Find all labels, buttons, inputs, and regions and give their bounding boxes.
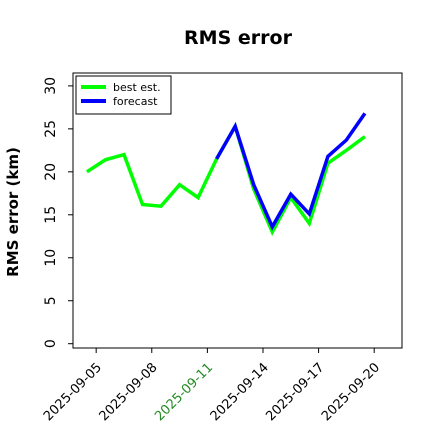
y-axis-ticks: 0 5 10 15 20 25 30 xyxy=(43,77,73,348)
plot-area-frame xyxy=(72,72,403,349)
legend-entry-label: forecast xyxy=(113,95,158,108)
series-line-forecast xyxy=(215,112,367,231)
x-tick-label: 2025-09-17 xyxy=(263,360,327,424)
x-tick-label: 2025-09-20 xyxy=(319,360,383,424)
chart-title: RMS error xyxy=(184,27,293,49)
y-tick-label: 0 xyxy=(43,339,59,348)
series-lines xyxy=(85,112,367,237)
y-tick-label: 30 xyxy=(43,77,59,95)
y-tick-label: 5 xyxy=(43,296,59,305)
y-tick-label: 10 xyxy=(43,249,59,267)
y-axis-label: RMS error (km) xyxy=(4,147,22,277)
legend-entry-label: best est. xyxy=(113,81,161,94)
y-tick-label: 15 xyxy=(43,206,59,224)
y-tick-label: 25 xyxy=(43,120,59,138)
x-axis-ticks: 2025-09-052025-09-082025-09-112025-09-14… xyxy=(41,348,383,424)
y-tick-label: 20 xyxy=(43,163,59,181)
legend-box xyxy=(75,75,172,115)
x-tick-label: 2025-09-05 xyxy=(41,360,105,424)
x-tick-label: 2025-09-11 xyxy=(152,360,216,424)
x-tick-label: 2025-09-08 xyxy=(97,360,161,424)
legend: best est.forecast xyxy=(75,75,172,115)
x-tick-label: 2025-09-14 xyxy=(208,360,272,424)
